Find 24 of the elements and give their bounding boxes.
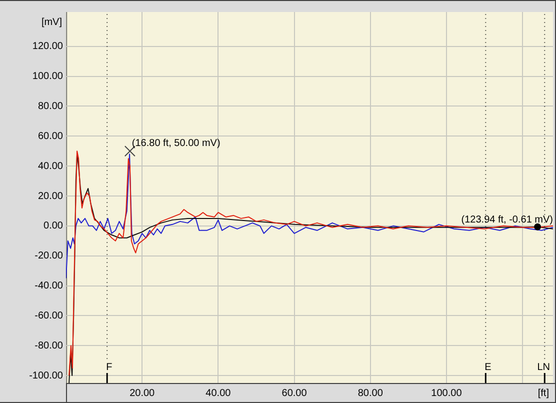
y-tick-label: 120.00 [32,41,64,52]
annotation: (123.94 ft, -0.61 mV) [461,214,553,226]
y-tick-label: -40.00 [34,280,64,292]
ref-line-label: F [106,362,112,373]
x-tick-label: 60.00 [282,388,308,399]
y-axis-title: [mV] [41,16,62,28]
y-tick-label: 20.00 [38,190,64,202]
y-tick-label: -80.00 [34,340,64,352]
y-tick-label: 40.00 [38,160,64,172]
x-tick-label: 40.00 [206,388,232,399]
y-tick-label: 0.00 [44,220,64,232]
x-axis-title: [ft] [538,388,550,399]
ref-line-label: E [484,362,492,373]
y-tick-label: -20.00 [34,250,64,262]
annotation: (16.80 ft, 50.00 mV) [132,138,220,149]
x-tick-label: 80.00 [358,388,384,399]
x-tick-label: 20.00 [130,388,156,399]
x-tick-label: 100.00 [431,388,462,399]
y-tick-label: -100.00 [29,370,64,382]
y-tick-label: -60.00 [34,310,64,322]
y-tick-label: 100.00 [32,71,64,82]
ref-line-label: LN [537,362,550,373]
y-tick-label: 80.00 [38,100,64,112]
y-tick-label: 60.00 [38,130,64,142]
